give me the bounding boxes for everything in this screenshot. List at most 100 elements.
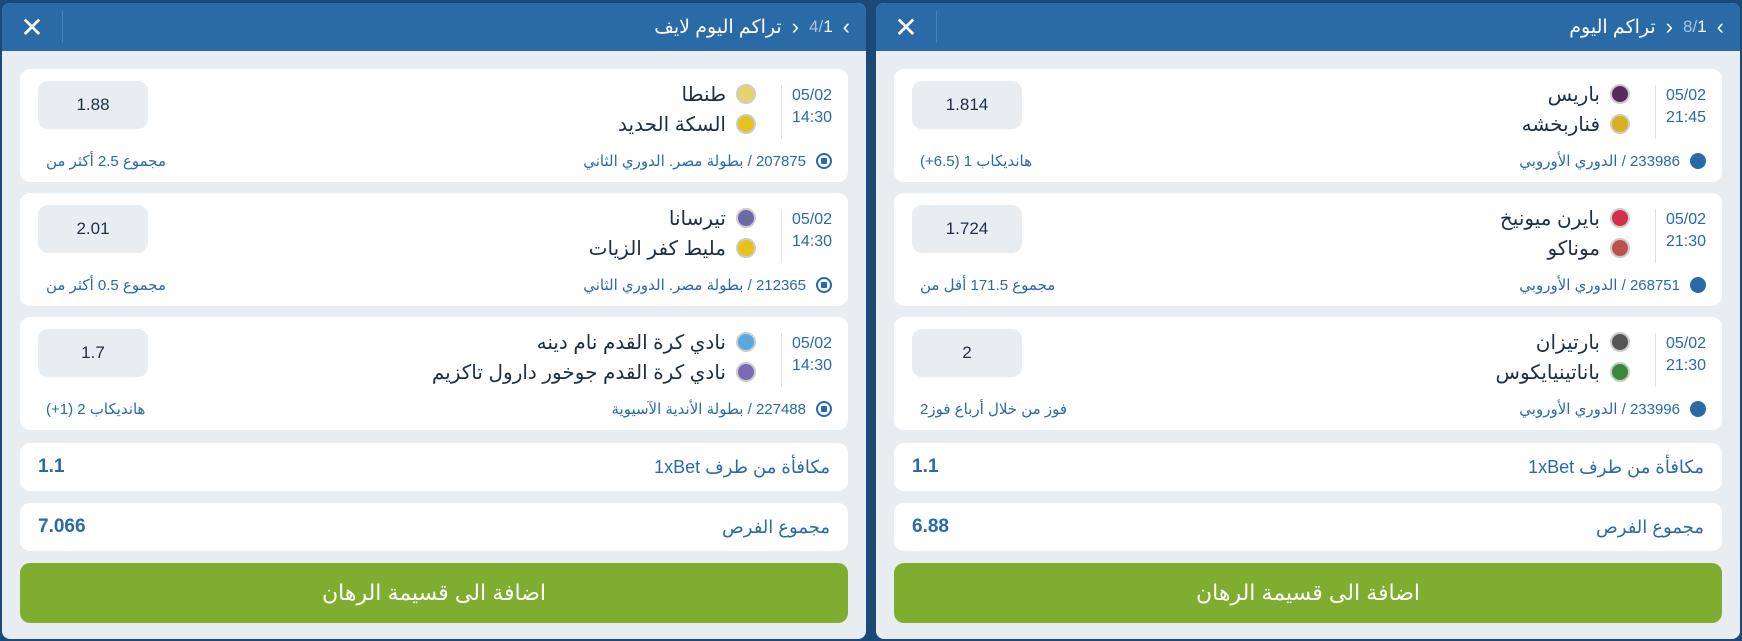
- basketball-icon: [1690, 401, 1706, 417]
- event-card[interactable]: 05/02 14:30 طنطا السكة الحديد 1.88 207875…: [20, 69, 848, 182]
- panel-header: › 1/4 ‹ تراكم اليوم لايف ✕: [2, 3, 866, 51]
- page-total: /8: [1683, 17, 1698, 36]
- accumulator-panel: › 1/4 ‹ تراكم اليوم لايف ✕ 05/02 14:30 طن…: [2, 3, 866, 639]
- odds-button[interactable]: 1.814: [912, 81, 1022, 129]
- league-info: 233996 / الدوري الأوروبي: [1519, 400, 1706, 418]
- team-1: بايرن ميونيخ: [1500, 203, 1630, 233]
- team-logo-icon: [736, 332, 756, 352]
- odds-button[interactable]: 1.88: [38, 81, 148, 129]
- next-arrow-icon[interactable]: ›: [1716, 14, 1724, 39]
- team-name: نادي كرة القدم نام دينه: [536, 331, 726, 354]
- odds-button[interactable]: 1.724: [912, 205, 1022, 253]
- event-date: 05/02: [791, 87, 832, 104]
- team-logo-icon: [1610, 208, 1630, 228]
- event-date: 05/02: [1665, 335, 1706, 352]
- event-card[interactable]: 05/02 21:45 باريس فناربخشه 1.814 233986 /…: [894, 69, 1722, 182]
- page-indicator: 1/4: [809, 17, 833, 37]
- close-icon[interactable]: ✕: [894, 11, 918, 43]
- event-date: 05/02: [1665, 211, 1706, 228]
- event-card[interactable]: 05/02 14:30 تيرسانا مليط كفر الزيات 2.01 …: [20, 193, 848, 306]
- divider: [936, 11, 937, 43]
- bet-market: فوز من خلال أرباع فوز2: [920, 401, 1068, 418]
- page-indicator: 1/8: [1683, 17, 1707, 37]
- teams: باريس فناربخشه: [1522, 79, 1630, 139]
- panel-title: تراكم اليوم: [1569, 16, 1656, 38]
- team-name: باريس: [1547, 83, 1600, 106]
- event-time: 14:30: [791, 109, 832, 126]
- team-logo-icon: [1610, 238, 1630, 258]
- add-to-betslip-button[interactable]: اضافة الى قسيمة الرهان: [894, 563, 1722, 623]
- football-icon: [816, 153, 832, 169]
- league-info: 268751 / الدوري الأوروبي: [1519, 276, 1706, 294]
- event-datetime: 05/02 14:30: [780, 85, 832, 139]
- team-name: مليط كفر الزيات: [588, 237, 726, 260]
- odds-button[interactable]: 2: [912, 329, 1022, 377]
- total-odds-value: 6.88: [912, 516, 949, 537]
- team-logo-icon: [736, 362, 756, 382]
- prev-arrow-icon[interactable]: ‹: [791, 14, 799, 39]
- bet-market: مجموع 0.5 أكثر من: [46, 277, 167, 294]
- event-date: 05/02: [791, 211, 832, 228]
- team-1: نادي كرة القدم نام دينه: [432, 327, 756, 357]
- league-name: 227488 / بطولة الأندية الآسيوية: [611, 401, 806, 418]
- team-logo-icon: [1610, 84, 1630, 104]
- team-1: طنطا: [618, 79, 756, 109]
- football-icon: [816, 277, 832, 293]
- team-name: باناتينيايكوس: [1495, 361, 1600, 384]
- event-time: 14:30: [791, 233, 832, 250]
- page-total-value: 8: [1683, 17, 1693, 36]
- event-card[interactable]: 05/02 21:30 بارتيزان باناتينيايكوس 2 2339…: [894, 317, 1722, 430]
- league-name: 207875 / بطولة مصر. الدوري الثاني: [583, 153, 806, 170]
- bet-market: مجموع 2.5 أكثر من: [46, 153, 167, 170]
- teams: نادي كرة القدم نام دينه نادي كرة القدم ج…: [432, 327, 756, 387]
- next-arrow-icon[interactable]: ›: [842, 14, 850, 39]
- team-name: بارتيزان: [1535, 331, 1600, 354]
- event-time: 21:30: [1665, 357, 1706, 374]
- event-time: 14:30: [791, 357, 832, 374]
- event-datetime: 05/02 14:30: [780, 333, 832, 387]
- page-current: 1: [1697, 17, 1707, 36]
- team-logo-icon: [1610, 362, 1630, 382]
- prev-arrow-icon[interactable]: ‹: [1665, 14, 1673, 39]
- bonus-value: 1.1: [912, 456, 939, 477]
- odds-button[interactable]: 2.01: [38, 205, 148, 253]
- bonus-row: 1.1 مكافأة من طرف 1xBet: [20, 443, 848, 491]
- team-logo-icon: [736, 114, 756, 134]
- event-card[interactable]: 05/02 14:30 نادي كرة القدم نام دينه نادي …: [20, 317, 848, 430]
- team-logo-icon: [1610, 114, 1630, 134]
- team-1: تيرسانا: [589, 203, 756, 233]
- team-1: باريس: [1522, 79, 1630, 109]
- team-name: نادي كرة القدم جوخور دارول تاكزيم: [431, 361, 726, 384]
- teams: بايرن ميونيخ موناكو: [1500, 203, 1630, 263]
- league-info: 207875 / بطولة مصر. الدوري الثاني: [583, 152, 832, 170]
- bonus-label: مكافأة من طرف 1xBet: [654, 456, 830, 477]
- bonus-row: 1.1 مكافأة من طرف 1xBet: [894, 443, 1722, 491]
- football-icon: [816, 401, 832, 417]
- team-2: موناكو: [1500, 233, 1630, 263]
- league-name: 268751 / الدوري الأوروبي: [1519, 277, 1680, 294]
- teams: بارتيزان باناتينيايكوس: [1496, 327, 1630, 387]
- total-odds-value: 7.066: [38, 516, 86, 537]
- bet-market: هانديكاب 1 (6.5+): [920, 153, 1032, 170]
- page-total: /4: [809, 17, 824, 36]
- team-name: موناكو: [1547, 237, 1600, 260]
- total-odds-label: مجموع الفرص: [1596, 516, 1704, 537]
- page-current: 1: [823, 17, 833, 36]
- team-name: بايرن ميونيخ: [1499, 207, 1600, 230]
- close-icon[interactable]: ✕: [20, 11, 44, 43]
- bet-market: هانديكاب 2 (1+): [46, 401, 146, 418]
- league-name: 233996 / الدوري الأوروبي: [1519, 401, 1680, 418]
- league-info: 233986 / الدوري الأوروبي: [1519, 152, 1706, 170]
- teams: طنطا السكة الحديد: [618, 79, 756, 139]
- add-to-betslip-button[interactable]: اضافة الى قسيمة الرهان: [20, 563, 848, 623]
- event-card[interactable]: 05/02 21:30 بايرن ميونيخ موناكو 1.724 268…: [894, 193, 1722, 306]
- bet-market: مجموع 171.5 أقل من: [920, 277, 1056, 294]
- bonus-value: 1.1: [38, 456, 65, 477]
- page-total-value: 4: [809, 17, 819, 36]
- league-name: 212365 / بطولة مصر. الدوري الثاني: [583, 277, 806, 294]
- team-name: السكة الحديد: [618, 113, 726, 136]
- panel-title: تراكم اليوم لايف: [654, 16, 782, 38]
- bonus-label: مكافأة من طرف 1xBet: [1528, 456, 1704, 477]
- teams: تيرسانا مليط كفر الزيات: [589, 203, 756, 263]
- odds-button[interactable]: 1.7: [38, 329, 148, 377]
